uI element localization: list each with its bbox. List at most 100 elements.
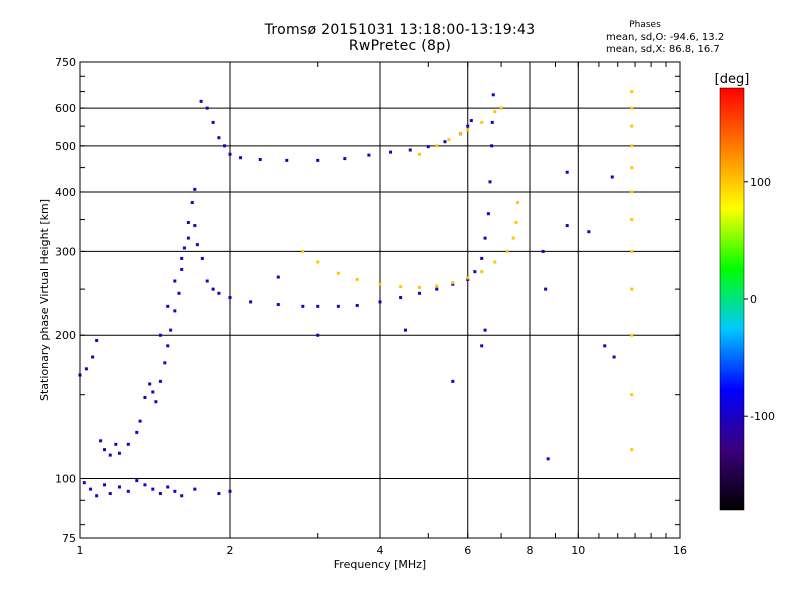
echo-point xyxy=(417,285,421,289)
echo-point xyxy=(399,285,403,289)
echo-point xyxy=(488,180,492,184)
y-tick-label: 75 xyxy=(62,532,76,545)
echo-point xyxy=(301,249,305,253)
echo-point xyxy=(114,442,118,446)
echo-point xyxy=(630,106,634,110)
echo-point xyxy=(126,489,130,493)
echo-point xyxy=(389,150,393,154)
phase-stats-o-mode: mean, sd,O: -94.6, 13.2 xyxy=(606,32,725,43)
colorbar-gradient xyxy=(719,87,745,511)
x-axis: 1 2 4 6 8 10 16 xyxy=(77,62,687,557)
echo-point xyxy=(630,124,634,128)
echo-point xyxy=(143,395,147,399)
echo-point xyxy=(355,303,359,307)
echo-point xyxy=(200,256,204,260)
echo-point xyxy=(515,201,519,205)
echo-point xyxy=(630,393,634,397)
echo-point xyxy=(483,328,487,332)
x-tick-label: 8 xyxy=(527,544,534,557)
echo-point xyxy=(546,457,550,461)
echo-point xyxy=(239,156,243,160)
x-tick-label: 10 xyxy=(571,544,585,557)
echo-point xyxy=(143,483,147,487)
x-tick-label: 6 xyxy=(464,544,471,557)
echo-point xyxy=(473,270,477,274)
phase-stats-x-mode: mean, sd,X: 86.8, 16.7 xyxy=(606,44,720,55)
echo-point xyxy=(443,140,447,144)
echo-point xyxy=(91,355,95,359)
echo-point xyxy=(630,249,634,253)
echo-point xyxy=(190,201,194,205)
echo-point xyxy=(103,483,107,487)
echo-point xyxy=(285,158,289,162)
echo-point xyxy=(228,152,232,156)
echo-point xyxy=(491,93,495,97)
echo-point xyxy=(378,282,382,286)
echo-point xyxy=(169,328,173,332)
echo-point xyxy=(95,338,99,342)
echo-point xyxy=(343,157,347,161)
echo-point xyxy=(451,379,455,383)
x-axis-label: Frequency [MHz] xyxy=(334,558,426,571)
colorbar-tick-label: -100 xyxy=(750,410,775,423)
echo-point xyxy=(447,138,451,142)
echo-point xyxy=(505,249,509,253)
echo-point xyxy=(99,439,103,443)
y-tick-label: 300 xyxy=(55,245,76,258)
chart-title: Tromsø 20151031 13:18:00-13:19:43 xyxy=(264,22,536,38)
echo-point xyxy=(417,152,421,156)
echo-point xyxy=(177,291,181,295)
echo-point xyxy=(108,492,112,496)
echo-point xyxy=(166,304,170,308)
echo-point xyxy=(193,224,197,228)
y-tick-label: 750 xyxy=(55,56,76,69)
echo-point xyxy=(451,281,455,285)
echo-point xyxy=(630,333,634,337)
echo-point xyxy=(486,212,490,216)
echo-point xyxy=(587,230,591,234)
echo-point xyxy=(135,479,139,483)
chart-subtitle: RwPretec (8p) xyxy=(348,38,452,54)
echo-point xyxy=(603,344,607,348)
echo-points xyxy=(78,90,634,498)
echo-point xyxy=(163,361,167,365)
echo-point xyxy=(276,275,280,279)
x-tick-label: 16 xyxy=(673,544,687,557)
echo-point xyxy=(480,344,484,348)
echo-point xyxy=(211,287,215,291)
echo-point xyxy=(480,270,484,274)
echo-point xyxy=(316,333,320,337)
echo-point xyxy=(480,256,484,260)
echo-point xyxy=(193,187,197,191)
echo-point xyxy=(458,132,462,136)
echo-point xyxy=(217,136,221,140)
echo-point xyxy=(148,382,152,386)
echo-point xyxy=(630,144,634,148)
y-tick-label: 400 xyxy=(55,186,76,199)
echo-point xyxy=(166,344,170,348)
phase-stats-title: Phases xyxy=(629,20,661,30)
echo-point xyxy=(182,246,186,250)
echo-point xyxy=(193,487,197,491)
echo-point xyxy=(435,144,439,148)
echo-point xyxy=(186,236,190,240)
echo-point xyxy=(469,119,473,123)
echo-point xyxy=(180,267,184,271)
echo-point xyxy=(173,489,177,493)
echo-point xyxy=(610,175,614,179)
echo-point xyxy=(228,489,232,493)
echo-point xyxy=(499,106,503,110)
y-tick-label: 100 xyxy=(55,473,76,486)
x-tick-label: 4 xyxy=(377,544,384,557)
echo-point xyxy=(158,379,162,383)
colorbar-label: [deg] xyxy=(715,72,750,87)
echo-point xyxy=(490,144,494,148)
x-tick-label: 1 xyxy=(77,544,84,557)
echo-point xyxy=(158,333,162,337)
y-tick-label: 600 xyxy=(55,102,76,115)
echo-point xyxy=(223,144,227,148)
echo-point xyxy=(544,287,548,291)
echo-point xyxy=(408,148,412,152)
echo-point xyxy=(630,448,634,452)
